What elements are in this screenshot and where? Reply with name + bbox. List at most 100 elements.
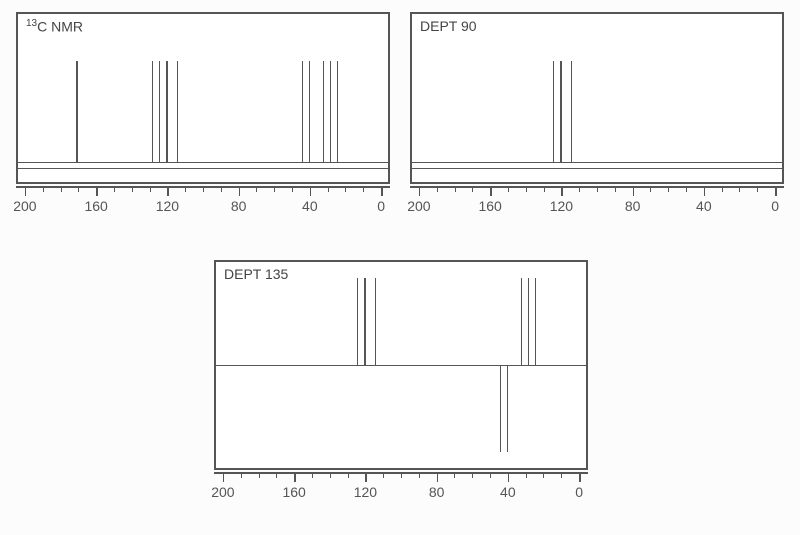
tick-minor	[543, 472, 544, 478]
tick-minor	[419, 472, 420, 478]
peak	[560, 61, 562, 162]
tick-label: 0	[377, 198, 385, 214]
tick-major	[419, 186, 421, 196]
peak	[521, 278, 523, 365]
tick-label: 120	[354, 484, 377, 500]
tick-label: 40	[500, 484, 516, 500]
peak	[357, 278, 359, 365]
tick-major	[25, 186, 27, 196]
tick-minor	[526, 186, 527, 192]
tick-label: 40	[696, 198, 712, 214]
tick-label: 120	[550, 198, 573, 214]
panel-title: DEPT 90	[420, 18, 477, 34]
tick-label: 80	[625, 198, 641, 214]
baseline	[412, 162, 782, 163]
tick-major	[704, 186, 706, 196]
tick-label: 160	[478, 198, 501, 214]
tick-minor	[132, 186, 133, 192]
peak	[76, 61, 78, 162]
peak	[152, 61, 154, 162]
baseline	[18, 162, 388, 163]
peak	[330, 61, 332, 162]
peak	[571, 61, 573, 162]
tick-minor	[241, 472, 242, 478]
tick-minor	[490, 472, 491, 478]
tick-label: 0	[771, 198, 779, 214]
peak	[309, 61, 311, 162]
tick-minor	[455, 186, 456, 192]
tick-minor	[276, 472, 277, 478]
tick-major	[775, 186, 777, 196]
tick-minor	[757, 186, 758, 192]
tick-minor	[363, 186, 364, 192]
tick-minor	[61, 186, 62, 192]
x-axis: 200 160 120 80 40 0	[410, 186, 784, 214]
tick-minor	[330, 472, 331, 478]
tick-major	[294, 472, 296, 482]
tick-label: 200	[13, 198, 36, 214]
tick-minor	[78, 186, 79, 192]
tick-minor	[401, 472, 402, 478]
tick-minor	[328, 186, 329, 192]
tick-major	[167, 186, 169, 196]
tick-minor	[150, 186, 151, 192]
peak	[177, 61, 179, 162]
tick-minor	[544, 186, 545, 192]
tick-minor	[579, 186, 580, 192]
panel-title: DEPT 135	[224, 266, 288, 282]
tick-minor	[472, 472, 473, 478]
tick-minor	[739, 186, 740, 192]
peak	[528, 278, 530, 365]
tick-minor	[722, 186, 723, 192]
peak	[375, 278, 377, 365]
tick-label: 40	[302, 198, 318, 214]
tick-minor	[114, 186, 115, 192]
tick-minor	[312, 472, 313, 478]
tick-minor	[597, 186, 598, 192]
panel-dept90: DEPT 90 200 160 120 80 40 0	[410, 12, 784, 218]
tick-minor	[256, 186, 257, 192]
peak	[159, 61, 161, 162]
baseline	[216, 365, 586, 366]
tick-major	[239, 186, 241, 196]
peak	[323, 61, 325, 162]
tick-major	[508, 472, 510, 482]
tick-label: 200	[407, 198, 430, 214]
panel-title: 13C NMR	[26, 18, 83, 35]
peak	[364, 278, 366, 365]
tick-minor	[615, 186, 616, 192]
tick-minor	[650, 186, 651, 192]
tick-label: 80	[231, 198, 247, 214]
peak	[535, 278, 537, 365]
tick-minor	[383, 472, 384, 478]
tick-minor	[437, 186, 438, 192]
tick-label: 160	[282, 484, 305, 500]
tick-label: 200	[211, 484, 234, 500]
tick-major	[365, 472, 367, 482]
tick-major	[633, 186, 635, 196]
panel-c13: 13C NMR20016012080400	[16, 12, 390, 218]
tick-minor	[43, 186, 44, 192]
tick-minor	[203, 186, 204, 192]
peak	[553, 61, 555, 162]
tick-minor	[348, 472, 349, 478]
x-axis: 20016012080400	[16, 186, 390, 214]
plot-box: DEPT 90	[410, 12, 784, 184]
tick-minor	[686, 186, 687, 192]
tick-minor	[454, 472, 455, 478]
tick-major	[579, 472, 581, 482]
peak	[507, 365, 509, 452]
plot-box: DEPT 135	[214, 260, 588, 470]
peak	[337, 61, 339, 162]
tick-major	[381, 186, 383, 196]
tick-minor	[259, 472, 260, 478]
tick-major	[490, 186, 492, 196]
tick-minor	[221, 186, 222, 192]
peak	[302, 61, 304, 162]
tick-minor	[472, 186, 473, 192]
tick-minor	[668, 186, 669, 192]
tick-minor	[345, 186, 346, 192]
tick-major	[310, 186, 312, 196]
baseline	[18, 168, 388, 169]
tick-major	[223, 472, 225, 482]
